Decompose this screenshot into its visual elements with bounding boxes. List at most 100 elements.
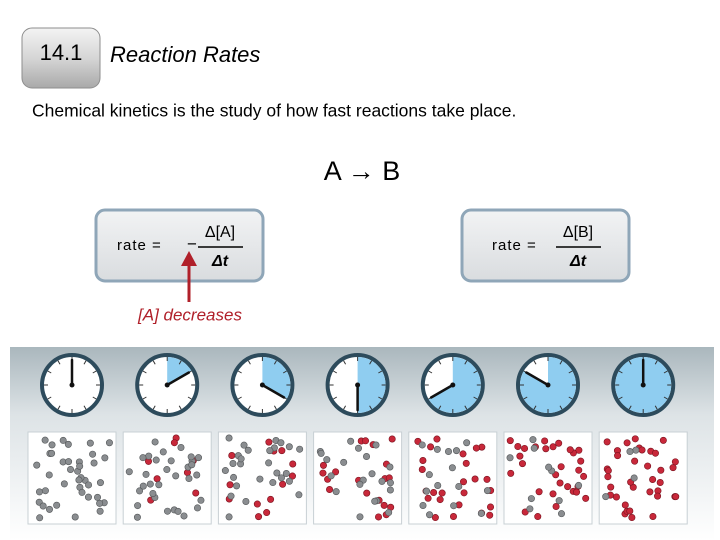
particle-a bbox=[89, 450, 97, 458]
particle-a bbox=[277, 474, 285, 482]
particle-a bbox=[444, 448, 452, 456]
particle-b bbox=[575, 466, 583, 474]
particle-a bbox=[418, 441, 426, 449]
particle-a bbox=[193, 471, 201, 479]
particle-b bbox=[363, 489, 371, 497]
clock-tick bbox=[83, 405, 87, 410]
particle-a bbox=[39, 502, 47, 510]
clock-tick bbox=[333, 396, 338, 400]
particle-b bbox=[657, 466, 665, 474]
clock-hand bbox=[429, 383, 455, 399]
particle-a bbox=[425, 471, 433, 479]
particle-a bbox=[233, 482, 241, 490]
particle-a bbox=[105, 439, 113, 447]
particle-a bbox=[265, 459, 273, 467]
particle-a bbox=[452, 447, 460, 455]
particle-a bbox=[96, 479, 104, 487]
clock-center bbox=[355, 382, 361, 388]
particle-a bbox=[167, 457, 175, 465]
particle-a bbox=[244, 446, 252, 454]
particle-a bbox=[149, 489, 157, 497]
formula-numerator: Δ[B] bbox=[563, 224, 593, 241]
clock-tick bbox=[654, 405, 658, 410]
illustration bbox=[27, 353, 688, 525]
particle-b bbox=[319, 461, 327, 469]
particle-b bbox=[486, 511, 494, 519]
particle-b bbox=[362, 437, 370, 445]
particle-a bbox=[172, 472, 180, 480]
clock-center bbox=[69, 382, 75, 388]
clock-tick bbox=[273, 405, 277, 410]
particle-b bbox=[472, 444, 480, 452]
clock-tick bbox=[237, 396, 242, 400]
particle-a bbox=[45, 471, 53, 479]
particle-b bbox=[332, 468, 340, 476]
particle-a bbox=[48, 449, 56, 457]
particle-b bbox=[555, 439, 563, 447]
particle-b bbox=[557, 463, 565, 471]
particle-b bbox=[388, 435, 396, 443]
particle-a bbox=[86, 439, 94, 447]
clock-tick bbox=[247, 405, 251, 410]
clock-tick bbox=[473, 370, 478, 374]
clock-hand bbox=[165, 371, 191, 387]
clock-tick bbox=[282, 370, 287, 374]
particle-b bbox=[549, 490, 557, 498]
particle-a bbox=[159, 448, 167, 456]
particle-a bbox=[269, 479, 277, 487]
clock-center bbox=[640, 382, 646, 388]
particle-b bbox=[534, 513, 542, 521]
particle-a bbox=[347, 437, 355, 445]
particle-b bbox=[288, 472, 296, 480]
particle-b bbox=[535, 488, 543, 496]
particle-b bbox=[514, 443, 522, 451]
particle-a bbox=[530, 444, 538, 452]
particle-a bbox=[59, 436, 67, 444]
particle-a bbox=[386, 486, 394, 494]
clock-hand bbox=[261, 383, 286, 399]
particle-a bbox=[602, 493, 610, 501]
clock-center bbox=[545, 382, 551, 388]
particle-a bbox=[35, 488, 43, 496]
slide-title: Reaction Rates bbox=[110, 42, 260, 67]
clock-tick bbox=[142, 396, 147, 400]
particle-a bbox=[356, 513, 364, 521]
particle-b bbox=[631, 457, 639, 465]
particle-b bbox=[267, 495, 275, 503]
particle-a bbox=[626, 448, 634, 456]
particle-b bbox=[612, 493, 620, 501]
particle-a bbox=[483, 487, 491, 495]
particle-a bbox=[323, 456, 331, 464]
particle-a bbox=[193, 504, 201, 512]
particle-a bbox=[632, 446, 640, 454]
formula-lhs: rate = bbox=[117, 237, 162, 254]
particle-a bbox=[139, 482, 147, 490]
particle-a bbox=[41, 436, 49, 444]
clock-tick bbox=[654, 360, 658, 365]
clock-tick bbox=[178, 405, 182, 410]
particle-a bbox=[90, 459, 98, 467]
particle-b bbox=[552, 503, 560, 511]
particle-a bbox=[448, 464, 456, 472]
clock-tick bbox=[559, 405, 563, 410]
particle-b bbox=[326, 486, 334, 494]
particle-a bbox=[177, 444, 185, 452]
particle-a bbox=[455, 482, 463, 490]
particle-b bbox=[459, 450, 467, 458]
particle-b bbox=[654, 492, 662, 500]
clock-tick bbox=[663, 396, 668, 400]
particle-b bbox=[255, 513, 263, 521]
particle-b bbox=[419, 456, 427, 464]
particle-a bbox=[188, 461, 196, 469]
particle-b bbox=[577, 457, 585, 465]
clock-tick bbox=[559, 360, 563, 365]
particle-b bbox=[278, 447, 286, 455]
particle-a bbox=[75, 476, 83, 484]
clock-tick bbox=[57, 360, 61, 365]
particle-a bbox=[285, 443, 293, 451]
particle-a bbox=[332, 488, 340, 496]
particle-b bbox=[430, 489, 438, 497]
